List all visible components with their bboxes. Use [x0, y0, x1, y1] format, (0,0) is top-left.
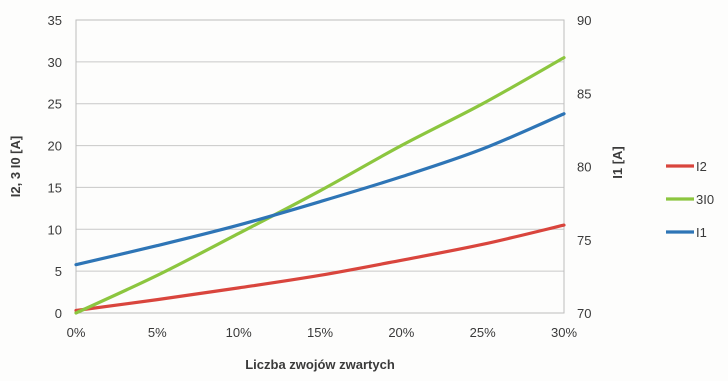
x-axis-ticks: 0% 5% 10% 15% 20% 25% 30%: [67, 325, 578, 340]
x-tick-label: 20%: [388, 325, 414, 340]
legend-label: I2: [696, 159, 707, 174]
y-right-tick-label: 85: [577, 86, 591, 101]
series-line-3i0: [74, 56, 566, 315]
y-right-tick-label: 80: [577, 160, 591, 175]
x-tick-label: 5%: [148, 325, 167, 340]
y-left-tick-label: 25: [48, 97, 62, 112]
legend-label: 3I0: [696, 192, 714, 207]
y-right-tick-label: 70: [577, 306, 591, 321]
y-right-axis-title: I1 [A]: [610, 146, 625, 179]
y-right-tick-label: 90: [577, 13, 591, 28]
legend-label: I1: [696, 225, 707, 240]
y-left-axis-ticks: 0 5 10 15 20 25 30 35: [48, 13, 62, 321]
y-left-tick-label: 30: [48, 55, 62, 70]
x-axis-title: Liczba zwojów zwartych: [245, 357, 395, 372]
series-line-i1: [74, 112, 566, 267]
y-left-tick-label: 15: [48, 180, 62, 195]
x-tick-label: 0%: [67, 325, 86, 340]
y-left-tick-label: 10: [48, 222, 62, 237]
y-left-tick-label: 20: [48, 139, 62, 154]
plot-area-frame: [75, 19, 565, 314]
x-tick-label: 30%: [551, 325, 577, 340]
y-right-axis-ticks: 70 75 80 85 90: [577, 13, 591, 321]
y-right-tick-label: 75: [577, 233, 591, 248]
y-left-axis-title: I2, 3 I0 [A]: [8, 136, 23, 197]
y-left-tick-label: 0: [55, 306, 62, 321]
legend: I2 3I0 I1: [666, 159, 714, 240]
y-left-tick-label: 35: [48, 13, 62, 28]
x-tick-label: 25%: [470, 325, 496, 340]
series-line-i2: [74, 223, 566, 313]
x-tick-label: 10%: [226, 325, 252, 340]
x-tick-label: 15%: [307, 325, 333, 340]
y-left-tick-label: 5: [55, 264, 62, 279]
gridlines: [76, 19, 564, 314]
series-lines: [74, 56, 566, 315]
